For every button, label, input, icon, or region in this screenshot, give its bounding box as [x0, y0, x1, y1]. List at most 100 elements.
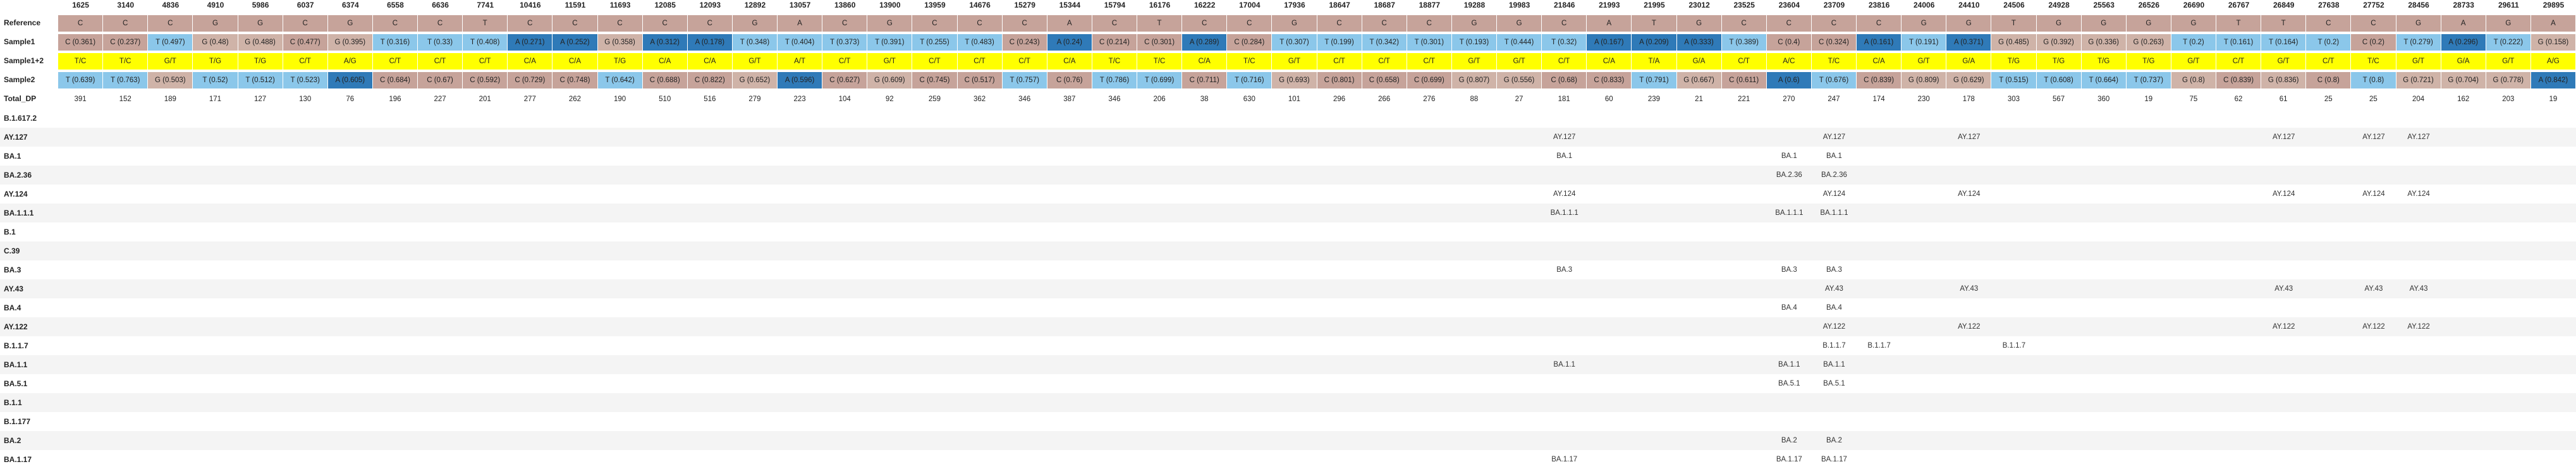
lineage-mark: BA.1.17	[1551, 456, 1578, 463]
lineage-label: C.39	[0, 241, 58, 260]
sample2-cell: C (0.822)	[687, 72, 732, 88]
column-position-header: 21995	[1644, 1, 1665, 9]
reference-cell: G	[1901, 15, 1946, 32]
reference-cell: C	[1182, 15, 1227, 32]
sample2-cell: G (0.8)	[2171, 72, 2216, 88]
sample12-cell: G/T	[2486, 53, 2530, 70]
sample1-cell: T (0.164)	[2261, 34, 2306, 51]
sample1-cell: T (0.199)	[1317, 34, 1362, 51]
sample1-cell: T (0.316)	[372, 34, 417, 51]
lineage-mark: AY.122	[1958, 323, 1981, 331]
lineage-mark: BA.2.36	[1776, 171, 1802, 179]
column-position-header: 17004	[1239, 1, 1261, 9]
total-dp-cell: 130	[299, 95, 312, 103]
column-position-header: 5986	[252, 1, 269, 9]
reference-cell: A	[1587, 15, 1632, 32]
sample2-cell: C (0.699)	[1407, 72, 1451, 88]
row-stripe	[0, 355, 2576, 374]
sample12-cell: C/T	[822, 53, 867, 70]
column-position-header: 11693	[609, 1, 631, 9]
sample12-cell: T/G	[2081, 53, 2126, 70]
row-label: Sample1	[0, 33, 58, 52]
column-position-header: 18647	[1329, 1, 1350, 9]
sample2-cell: C (0.745)	[912, 72, 957, 88]
column-position-header: 12892	[744, 1, 766, 9]
sample2-cell: T (0.737)	[2126, 72, 2171, 88]
sample2-cell: A (0.842)	[2530, 72, 2575, 88]
sample12-cell: C/A	[687, 53, 732, 70]
reference-cell: T	[463, 15, 508, 32]
reference-cell: T	[1632, 15, 1676, 32]
column-position-header: 15344	[1059, 1, 1080, 9]
column-position-header: 15279	[1014, 1, 1035, 9]
sample12-cell: C/T	[1721, 53, 1766, 70]
lineage-mark: BA.4	[1781, 304, 1797, 312]
column-position-header: 29895	[2542, 1, 2565, 9]
sample1-cell: G (0.392)	[2036, 34, 2081, 51]
total-dp-cell: 239	[1647, 95, 1661, 103]
total-dp-cell: 76	[346, 95, 355, 103]
total-dp-cell: 227	[434, 95, 446, 103]
lineage-mark: BA.3	[1556, 266, 1573, 274]
sample2-cell: G (0.503)	[148, 72, 193, 88]
sample1-cell: A (0.312)	[642, 34, 687, 51]
column-position-header: 12085	[654, 1, 676, 9]
total-dp-cell: 21	[1695, 95, 1703, 103]
lineage-mark: BA.2	[1781, 437, 1797, 444]
column-position-header: 19288	[1463, 1, 1486, 9]
sample2-cell: T (0.786)	[1092, 72, 1137, 88]
sample1-cell: T (0.307)	[1272, 34, 1317, 51]
reference-cell: C	[1002, 15, 1047, 32]
lineage-mark: AY.122	[2407, 323, 2430, 331]
lineage-mark: AY.127	[2272, 133, 2295, 141]
total-dp-cell: 391	[74, 95, 87, 103]
column-position-header: 26849	[2273, 1, 2295, 9]
reference-cell: G	[327, 15, 372, 32]
column-position-header: 6037	[296, 1, 314, 9]
sample2-cell: T (0.699)	[1137, 72, 1182, 88]
sample12-cell: C/T	[463, 53, 508, 70]
sample1-cell: T (0.408)	[463, 34, 508, 51]
lineage-mark: BA.1.17	[1821, 456, 1847, 463]
row-label: Sample2	[0, 71, 58, 90]
lineage-mark: B.1.1.7	[2002, 342, 2026, 350]
lineage-mark: AY.124	[1822, 190, 1846, 198]
total-dp-cell: 25	[2324, 95, 2333, 103]
lineage-label: B.1.1	[0, 393, 58, 412]
reference-cell: G	[1272, 15, 1317, 32]
lineage-mark: AY.127	[2407, 133, 2430, 141]
total-dp-cell: 201	[479, 95, 491, 103]
total-dp-cell: 178	[1962, 95, 1975, 103]
lineage-mark: BA.1	[1556, 152, 1573, 160]
column-position-header: 13057	[789, 1, 811, 9]
sample1-cell: A (0.271)	[508, 34, 552, 51]
sample12-cell: C/T	[1362, 53, 1407, 70]
lineage-label: BA.3	[0, 260, 58, 279]
reference-cell: G	[1497, 15, 1542, 32]
reference-cell: C	[1407, 15, 1451, 32]
column-position-header: 21993	[1599, 1, 1620, 9]
sample1-cell: T (0.497)	[148, 34, 193, 51]
column-position-header: 27638	[2318, 1, 2340, 9]
total-dp-cell: 92	[885, 95, 894, 103]
lineage-mark: AY.124	[2362, 190, 2385, 198]
sample2-cell: A (0.605)	[327, 72, 372, 88]
row-stripe	[0, 204, 2576, 222]
reference-cell: C	[1721, 15, 1766, 32]
reference-cell: C	[822, 15, 867, 32]
sample2-cell: G (0.704)	[2441, 72, 2486, 88]
sample12-cell: G/T	[1901, 53, 1946, 70]
sample1-cell: T (0.255)	[912, 34, 957, 51]
sample12-cell: A/G	[2530, 53, 2575, 70]
column-position-header: 4836	[162, 1, 180, 9]
lineage-mark: AY.122	[2362, 323, 2385, 331]
sample1-cell: C (0.243)	[1002, 34, 1047, 51]
total-dp-cell: 204	[2412, 95, 2425, 103]
sample2-cell: T (0.639)	[58, 72, 103, 88]
reference-cell: C	[148, 15, 193, 32]
total-dp-cell: 303	[2007, 95, 2020, 103]
sample1-cell: G (0.158)	[2530, 34, 2575, 51]
sample1-cell: G (0.488)	[238, 34, 283, 51]
column-position-header: 24410	[1958, 1, 1980, 9]
lineage-mark: AY.127	[2362, 133, 2385, 141]
